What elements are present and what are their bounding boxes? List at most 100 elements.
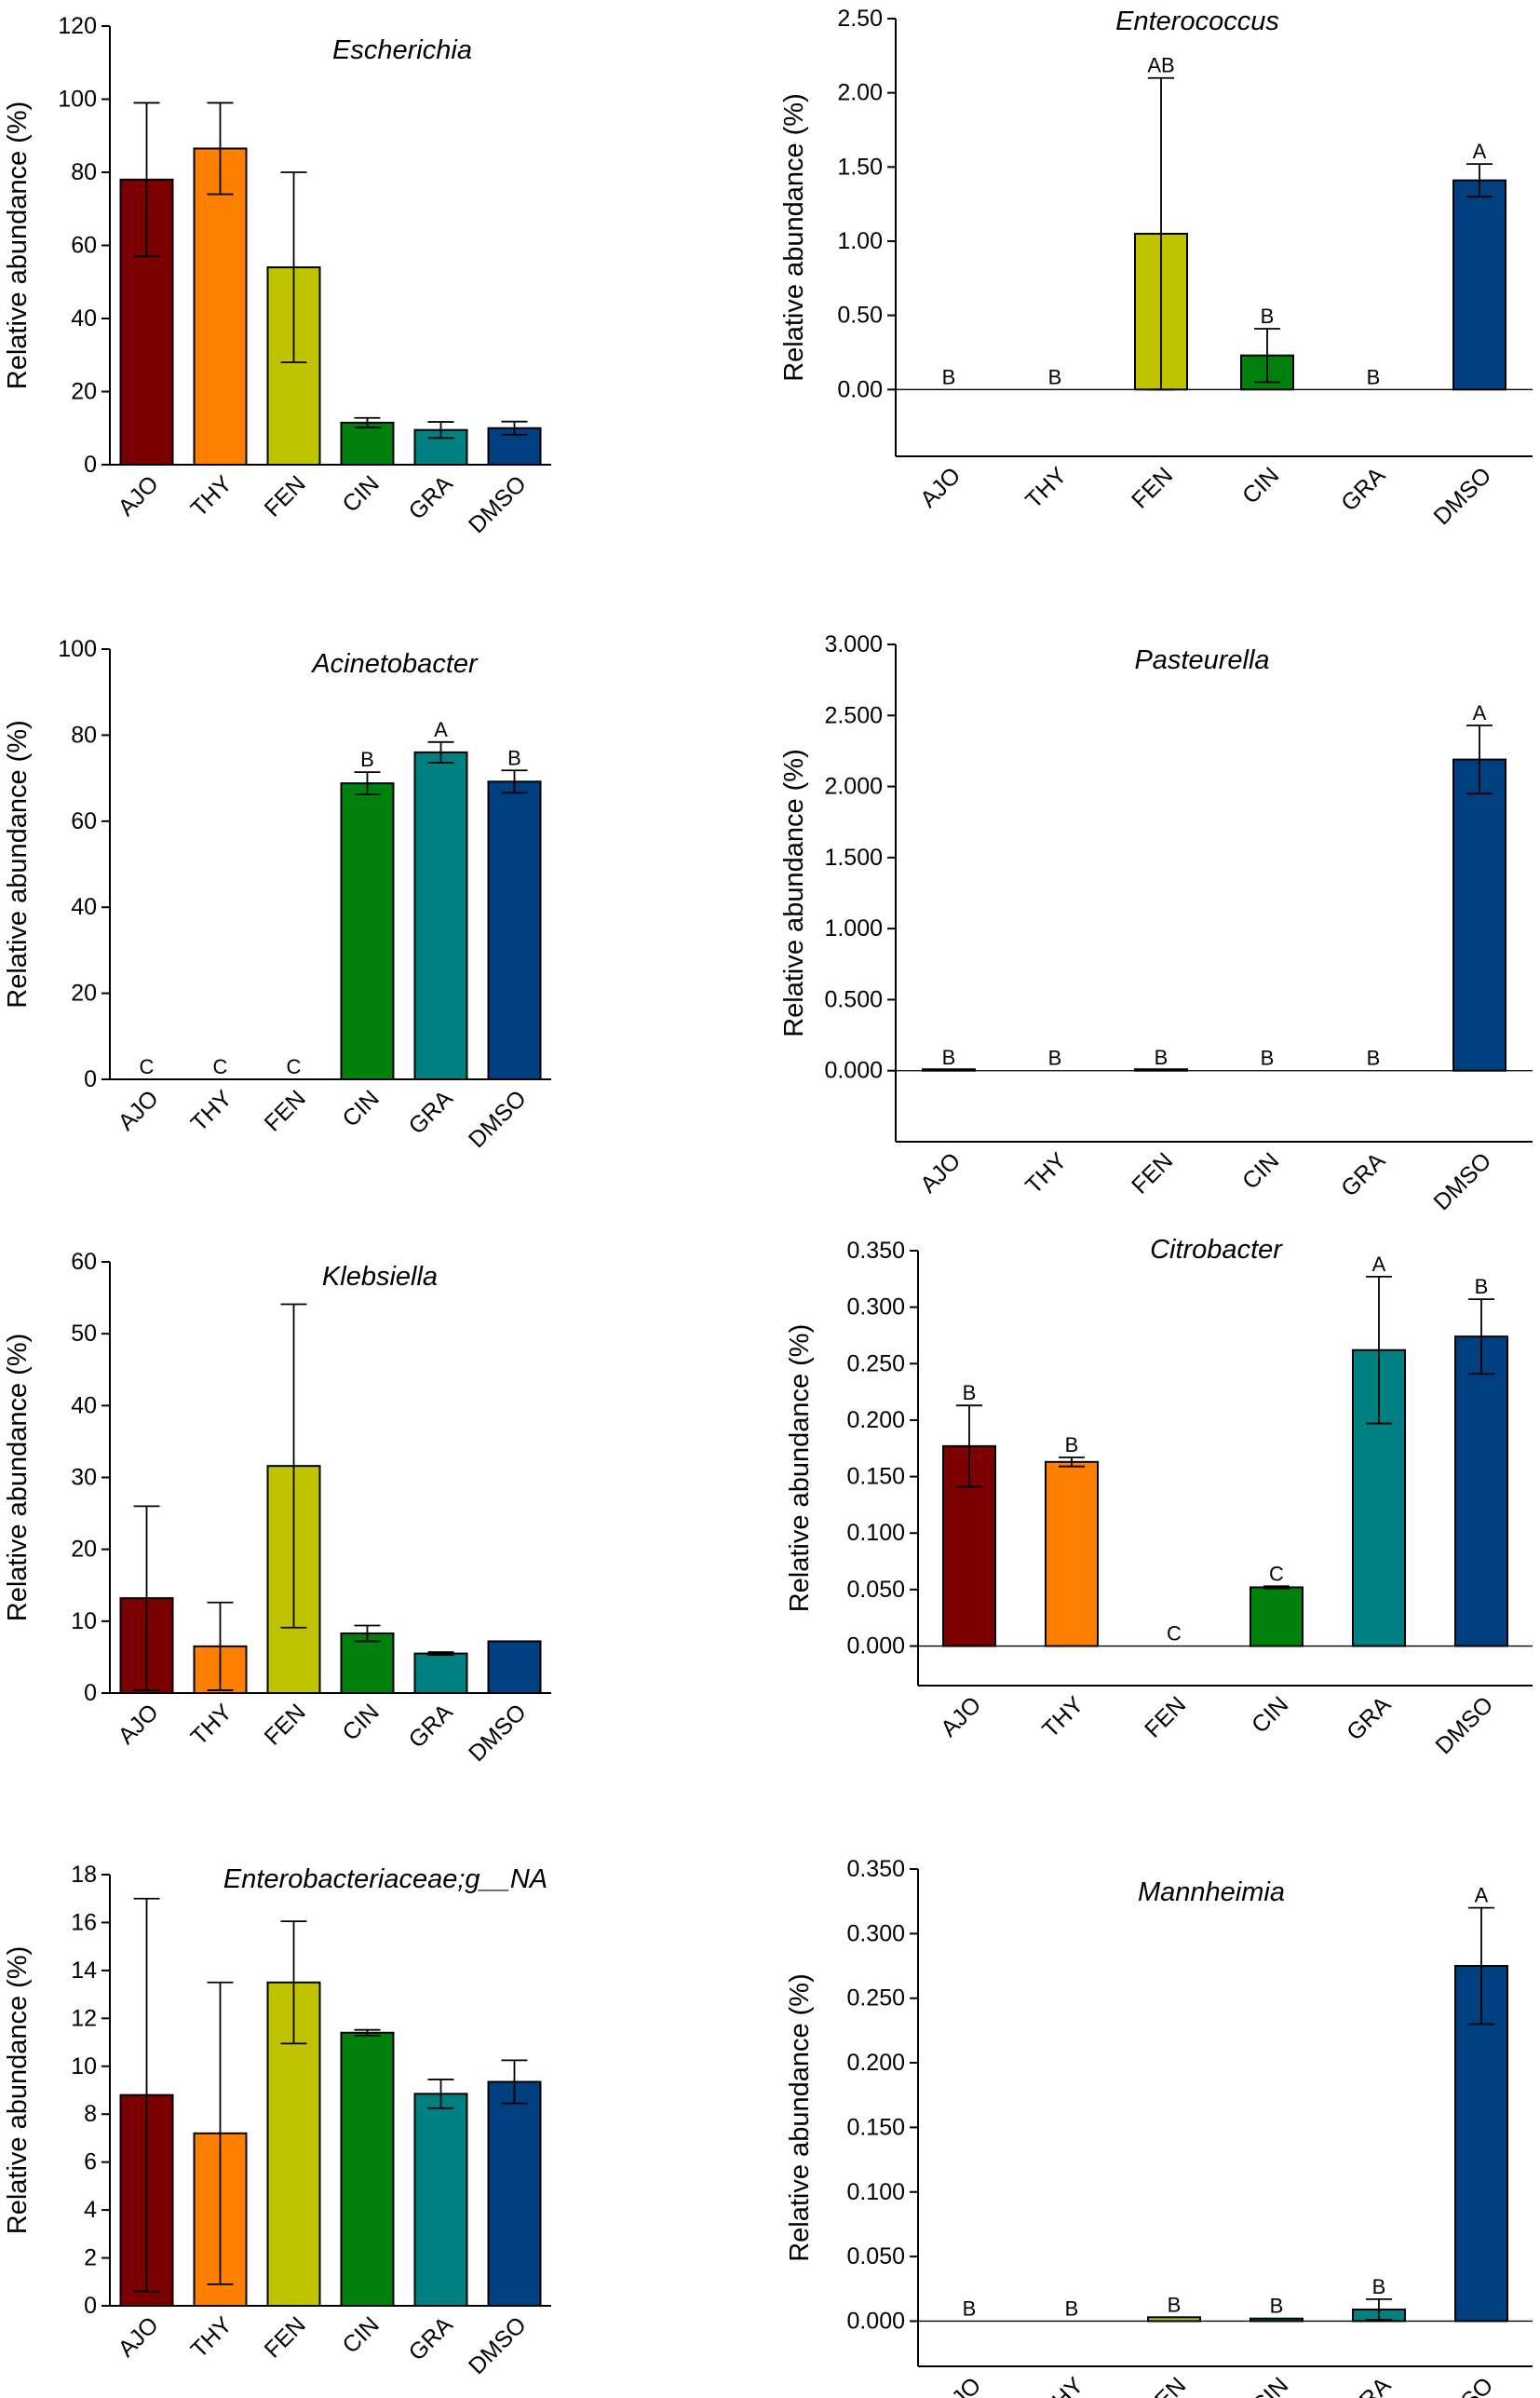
y-axis-label: Relative abundance (%) [3,102,33,390]
y-tick-label: 0.100 [846,1520,905,1546]
y-axis-label: Relative abundance (%) [785,1324,815,1613]
y-tick-label: 0.050 [846,1577,905,1603]
y-tick-label: 0.000 [824,1058,883,1084]
significance-letter: AB [1147,54,1174,77]
y-tick-label: 1.00 [837,228,883,254]
error-bar [1254,328,1280,384]
y-tick-label: 4 [84,2197,97,2223]
category-label: AJO [114,2311,164,2362]
y-tick-label: 20 [71,379,97,405]
significance-letter: B [963,1381,977,1404]
y-axis-label: Relative abundance (%) [3,720,33,1009]
significance-letter: B [942,365,956,388]
bar-dmso [487,1640,542,1694]
y-tick-label: 16 [71,1909,97,1935]
error-bar [427,2079,454,2109]
y-tick-label: 0.300 [846,1294,905,1321]
category-label: DMSO [464,1085,532,1153]
category-label: GRA [1342,1691,1396,1745]
category-label: CIN [337,470,384,517]
significance-letter: B [1261,1047,1275,1070]
bar-thy [193,147,248,467]
y-tick-label: 2.00 [837,80,883,106]
y-tick-label: 0 [84,2293,97,2319]
error-bar [1466,725,1493,795]
y-tick-label: 50 [71,1321,97,1347]
category-label: AJO [114,1699,164,1749]
bar-gra [1352,1348,1406,1647]
error-bar [207,1601,234,1691]
category-label: AJO [936,1691,986,1741]
category-label: FEN [1140,2372,1191,2398]
bar-gra [413,751,468,1080]
category-label: DMSO [1430,1691,1498,1759]
category-label: THY [1020,462,1072,513]
y-tick-label: 2.500 [824,702,883,728]
y-tick-label: 100 [58,87,97,113]
y-tick-label: 0.00 [837,376,883,402]
y-tick-label: 0.000 [846,2308,905,2334]
category-label: AJO [114,470,164,521]
significance-letter: B [1270,2295,1284,2318]
y-tick-label: 40 [71,894,97,920]
y-tick-label: 0.150 [846,2114,905,2140]
y-tick-label: 0.350 [846,1856,905,1882]
error-bar [207,1981,234,2285]
y-tick-label: 100 [58,636,97,662]
category-label: GRA [404,2311,458,2365]
y-tick-label: 1.000 [824,915,883,942]
error-bar [280,171,307,363]
error-bar [1468,1906,1494,2025]
significance-letter: B [1048,365,1062,388]
bar-dmso [1452,758,1506,1072]
chart-panel: Citrobacter Relative abundance (%) 0.000 0.… [785,1235,1533,1759]
y-tick-label: 0.250 [846,1985,905,2012]
bar-cin [340,782,395,1080]
category-label: GRA [404,1085,458,1139]
category-label: THY [186,1085,237,1136]
category-label: THY [1037,2372,1088,2398]
y-tick-label: 0 [84,1066,97,1092]
significance-letter: B [1475,1275,1489,1298]
error-bar [1148,76,1174,391]
bar-dmso [487,780,542,1081]
y-tick-label: 2 [84,2245,97,2271]
significance-letter: C [1167,1622,1182,1646]
bar-ajo [922,1068,976,1072]
error-bar [427,1651,454,1656]
y-tick-label: 0.300 [846,1920,905,1946]
category-label: FEN [260,470,311,522]
error-bar [133,102,160,258]
error-bar [133,1897,160,2293]
category-label: THY [186,1699,237,1750]
category-label: DMSO [464,470,532,538]
category-label: DMSO [1430,2372,1498,2398]
error-bar [1466,163,1493,198]
category-label: CIN [1237,462,1284,508]
significance-letter: B [360,748,374,771]
category-label: CIN [1247,2372,1293,2398]
y-tick-label: 0 [84,452,97,478]
y-axis-label: Relative abundance (%) [3,1334,33,1622]
chart-panel: Enterococcus Relative abundance (%) 0.00 0.… [779,6,1533,530]
category-label: CIN [1237,1147,1284,1194]
category-label: GRA [1336,462,1390,516]
significance-letter: C [213,1055,228,1078]
error-bar [280,1920,307,2045]
y-tick-label: 80 [71,722,97,748]
significance-letter: B [963,2296,977,2320]
category-label: DMSO [464,1699,532,1767]
category-label: FEN [1127,462,1178,513]
significance-letter: A [1372,1253,1386,1276]
category-label: GRA [404,470,458,524]
significance-letter: B [1367,365,1381,388]
y-axis-label: Relative abundance (%) [779,749,809,1037]
y-tick-label: 0.150 [846,1464,905,1490]
y-tick-label: 18 [71,1862,97,1888]
y-tick-label: 60 [71,808,97,834]
category-label: AJO [915,462,966,512]
bar-cin [1250,1586,1304,1647]
y-tick-label: 30 [71,1465,97,1491]
bar-fen [1134,1068,1188,1072]
